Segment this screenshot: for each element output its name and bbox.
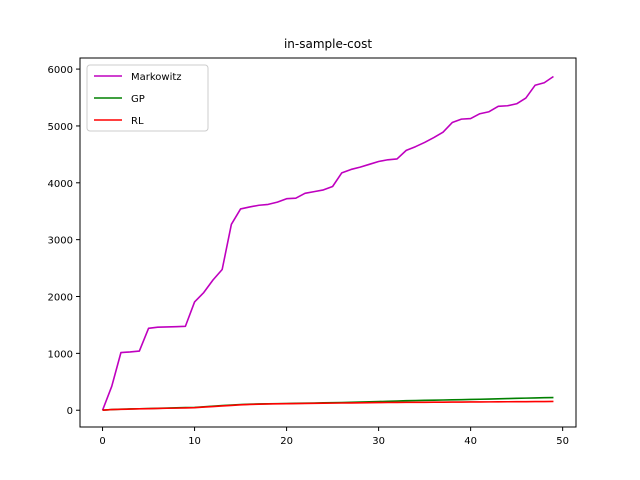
y-tick-label: 6000 bbox=[48, 65, 73, 76]
x-tick-label: 10 bbox=[188, 436, 201, 447]
y-tick-label: 2000 bbox=[48, 293, 73, 304]
series-layer bbox=[101, 75, 554, 412]
series-line-markowitz bbox=[101, 75, 554, 411]
y-tick-label: 5000 bbox=[48, 122, 73, 133]
chart-title: in-sample-cost bbox=[284, 37, 372, 51]
y-tick-label: 1000 bbox=[48, 349, 73, 360]
legend-label-gp: GP bbox=[131, 94, 145, 105]
x-tick-label: 50 bbox=[556, 436, 569, 447]
legend-box bbox=[86, 64, 209, 132]
y-tick-label: 3000 bbox=[48, 236, 73, 247]
y-tick-label: 0 bbox=[67, 406, 73, 417]
x-tick-label: 40 bbox=[464, 436, 477, 447]
y-axis: 0 1000 2000 3000 4000 5000 6000 bbox=[48, 65, 80, 417]
legend: Markowitz GP RL bbox=[86, 64, 209, 132]
legend-label-rl: RL bbox=[131, 116, 144, 127]
axes-frame bbox=[79, 57, 577, 428]
plot-area bbox=[79, 57, 577, 428]
x-tick-label: 0 bbox=[99, 436, 105, 447]
y-tick-label: 4000 bbox=[48, 179, 73, 190]
legend-label-markowitz: Markowitz bbox=[131, 72, 182, 83]
x-tick-label: 30 bbox=[372, 436, 385, 447]
series-line-rl bbox=[102, 400, 554, 412]
x-axis: 0 10 20 30 40 50 bbox=[99, 427, 569, 447]
x-tick-label: 20 bbox=[280, 436, 293, 447]
